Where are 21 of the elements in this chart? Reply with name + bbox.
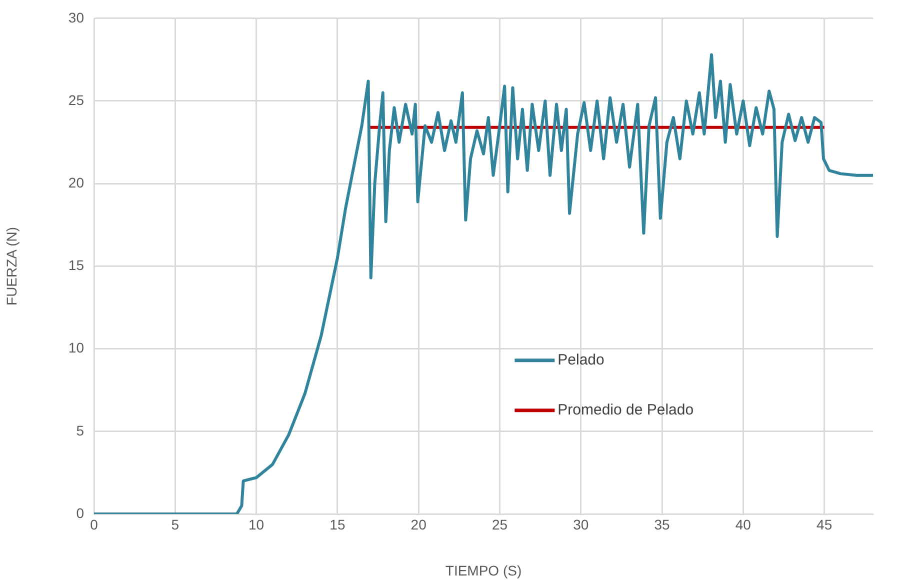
x-tick-label: 20: [410, 516, 427, 532]
x-tick-label: 25: [492, 516, 508, 532]
legend-label: Promedio de Pelado: [558, 402, 694, 419]
x-tick-label: 15: [330, 516, 346, 532]
x-tick-label: 10: [248, 516, 264, 532]
x-tick-label: 35: [654, 516, 670, 532]
x-tick-label: 40: [735, 516, 752, 532]
x-tick-label: 5: [171, 516, 180, 532]
y-tick-label: 20: [68, 174, 84, 190]
x-tick-label: 0: [90, 516, 98, 532]
x-tick-label: 30: [573, 516, 589, 532]
x-tick-label: 45: [816, 516, 832, 532]
y-tick-label: 30: [68, 9, 84, 26]
y-tick-label: 10: [68, 340, 84, 356]
x-axis-title: TIEMPO (S): [445, 562, 522, 578]
y-tick-label: 25: [68, 92, 84, 108]
y-tick-label: 0: [76, 504, 84, 521]
y-tick-label: 15: [68, 257, 84, 274]
legend-label: Pelado: [558, 352, 604, 369]
y-tick-label: 5: [76, 422, 84, 438]
y-axis-title: FUERZA (N): [3, 226, 20, 306]
